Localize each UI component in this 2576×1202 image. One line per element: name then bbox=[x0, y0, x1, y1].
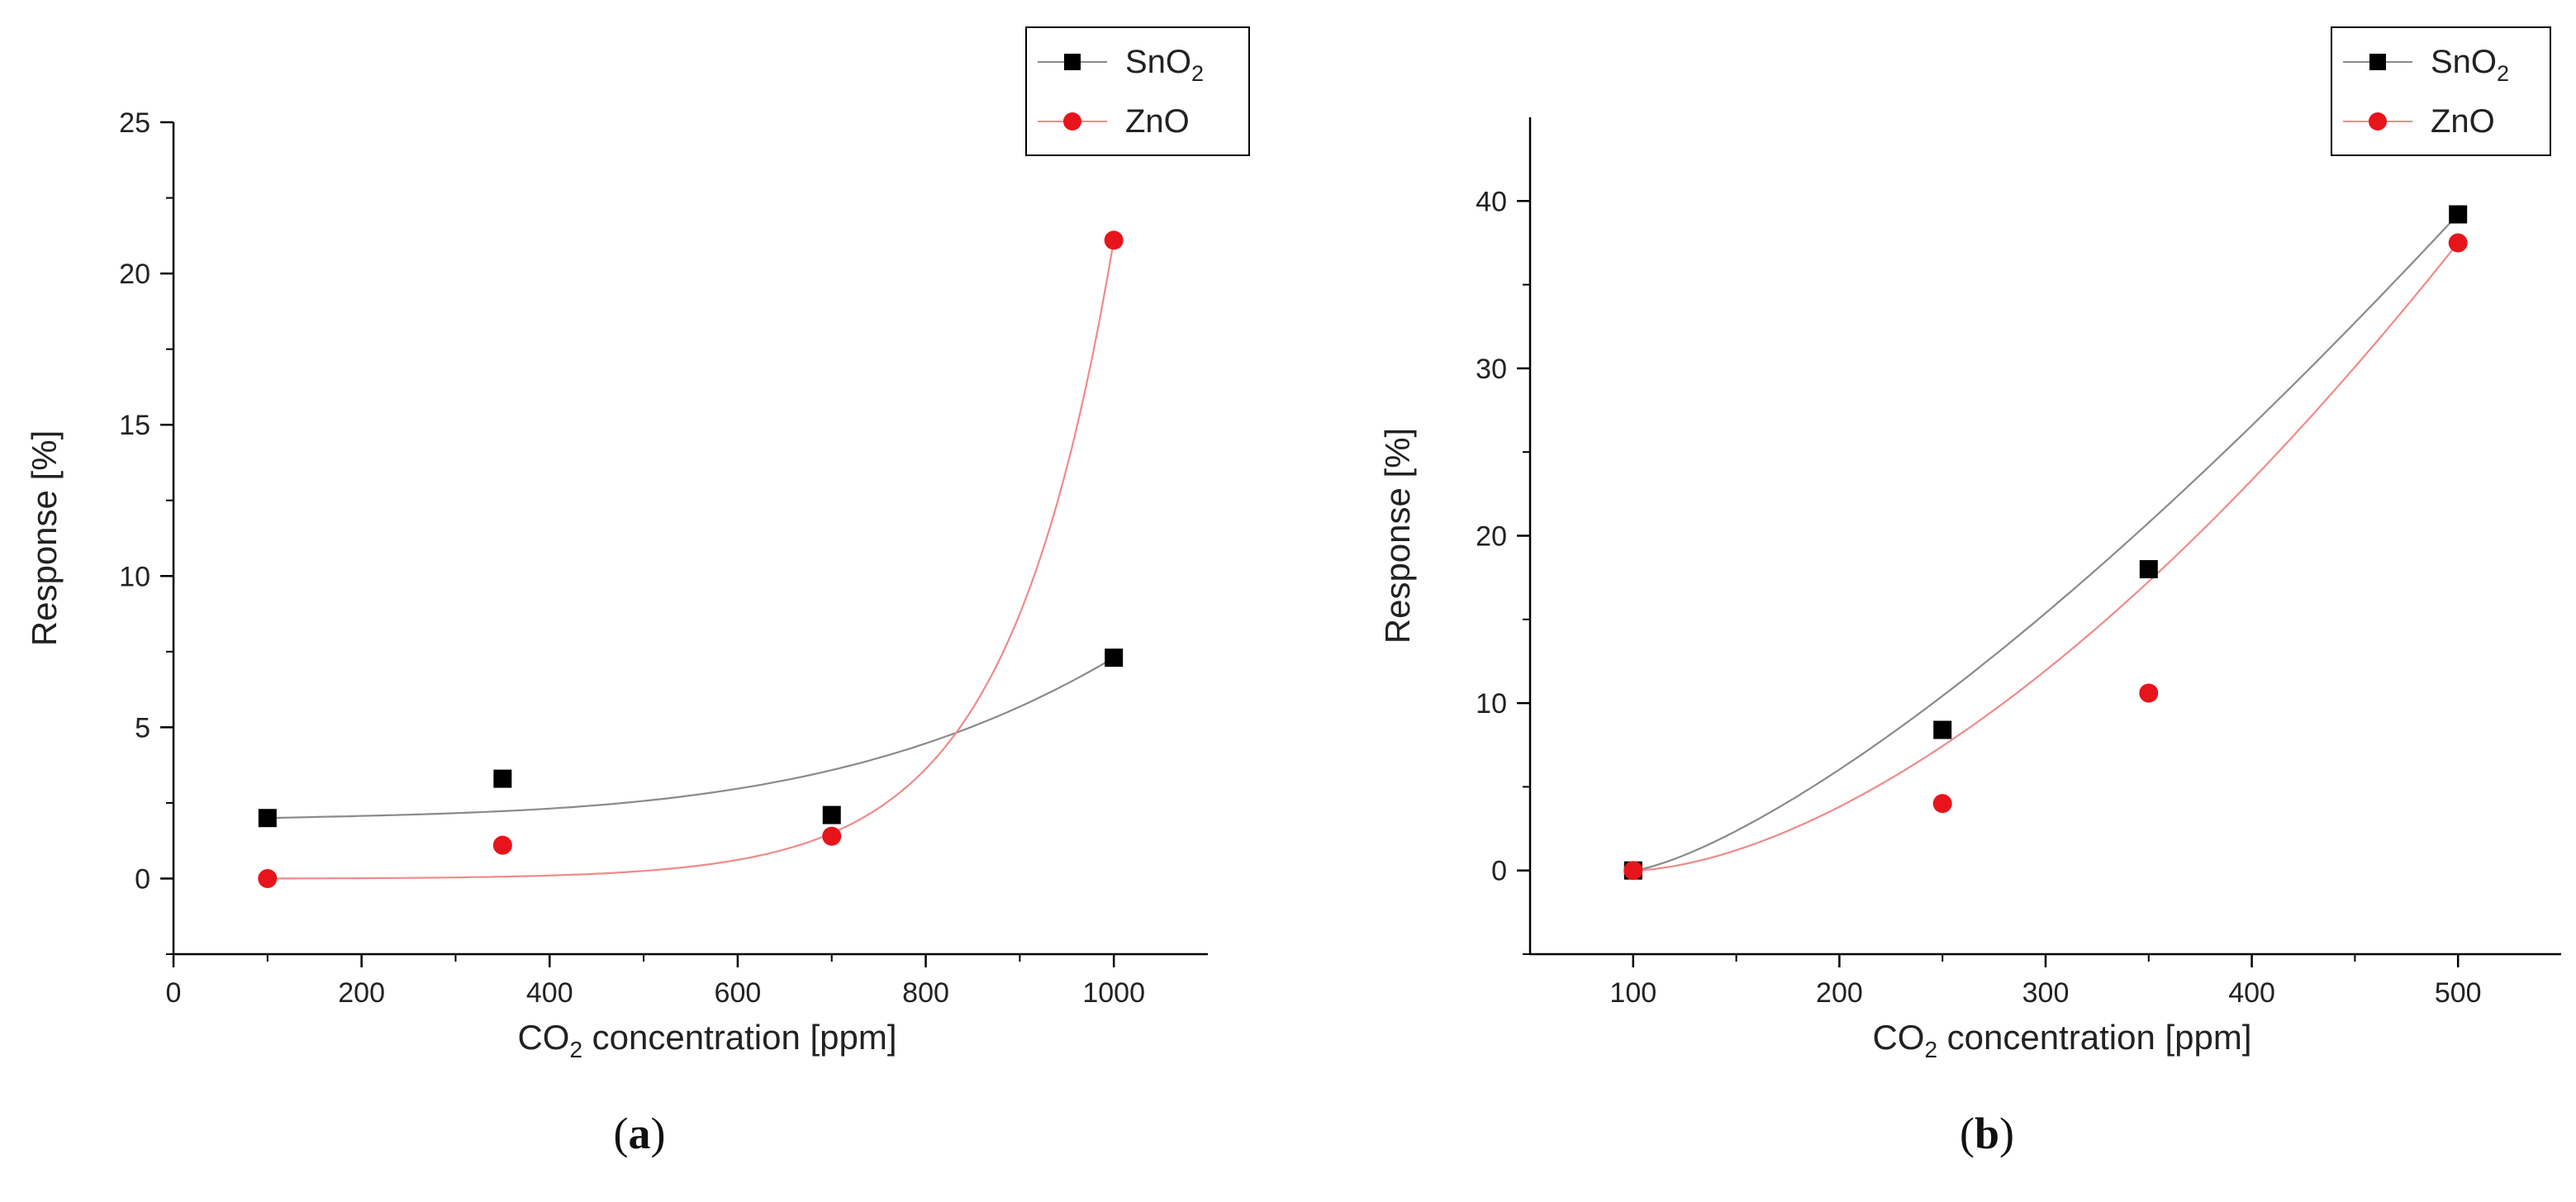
legend: SnO2 ZnO bbox=[2331, 26, 2551, 156]
y-axis-label: Response [%] bbox=[25, 430, 64, 646]
fit-curve-sno2 bbox=[1633, 213, 2460, 872]
y-axis-label: Response [%] bbox=[1378, 428, 1417, 644]
x-axis-label: CO2 concentration [ppm] bbox=[1872, 1018, 2251, 1062]
data-point-sno2 bbox=[493, 769, 512, 788]
legend-marker-sno2 bbox=[2369, 54, 2386, 70]
data-point-zno bbox=[2448, 233, 2468, 253]
y-tick-label: 15 bbox=[119, 410, 150, 441]
panel-caption: (b) bbox=[1960, 1109, 2014, 1158]
fit-curve-zno bbox=[1633, 242, 2460, 872]
y-tick-label: 5 bbox=[135, 712, 150, 744]
x-tick-label: 0 bbox=[166, 977, 182, 1009]
chart-panel-a: 0 5 10 15 20 25 0 200 400 600 800 1000 Response [%] C… bbox=[25, 26, 1250, 1158]
x-tick-label: 500 bbox=[2435, 977, 2482, 1009]
data-point-sno2 bbox=[2139, 560, 2158, 579]
chart-panel-b: 0 10 20 30 40 100 200 300 400 500 Response [%] CO2 … bbox=[1378, 26, 2561, 1158]
y-tick-label: 0 bbox=[1491, 856, 1507, 887]
y-tick-label: 10 bbox=[1476, 688, 1507, 720]
fit-curve-zno bbox=[267, 240, 1115, 880]
x-tick-label: 1000 bbox=[1082, 977, 1145, 1009]
data-point-zno bbox=[492, 835, 512, 855]
legend-box bbox=[1025, 26, 1250, 156]
legend-marker-sno2 bbox=[1064, 54, 1081, 70]
data-point-sno2 bbox=[258, 809, 277, 828]
x-axis-label: CO2 concentration [ppm] bbox=[517, 1018, 896, 1062]
data-point-sno2 bbox=[822, 805, 841, 824]
legend-box bbox=[2331, 26, 2551, 156]
x-tick-label: 600 bbox=[715, 977, 762, 1009]
data-point-zno bbox=[822, 826, 842, 846]
legend-label-zno: ZnO bbox=[1125, 103, 1190, 140]
y-tick-label: 25 bbox=[119, 107, 150, 139]
data-point-sno2 bbox=[1933, 720, 1952, 739]
legend: SnO2 ZnO bbox=[1025, 26, 1250, 156]
data-point-zno bbox=[258, 868, 278, 888]
x-tick-label: 400 bbox=[2228, 977, 2275, 1009]
data-point-sno2 bbox=[1105, 649, 1124, 668]
legend-label-sno2: SnO2 bbox=[2431, 44, 2509, 86]
x-tick-label: 300 bbox=[2022, 977, 2070, 1009]
legend-marker-zno bbox=[2369, 112, 2387, 131]
y-tick-label: 20 bbox=[1476, 521, 1507, 553]
x-tick-label: 100 bbox=[1609, 977, 1656, 1009]
data-point-sno2 bbox=[2449, 205, 2468, 224]
y-tick-label: 40 bbox=[1476, 186, 1507, 217]
data-point-zno bbox=[1932, 794, 1952, 814]
y-tick-label: 0 bbox=[135, 863, 150, 895]
data-point-zno bbox=[1104, 230, 1124, 250]
fit-curve-sno2 bbox=[267, 657, 1115, 820]
x-tick-label: 800 bbox=[902, 977, 949, 1009]
x-tick-label: 200 bbox=[1816, 977, 1863, 1009]
data-point-zno bbox=[1623, 861, 1643, 881]
legend-marker-zno bbox=[1063, 112, 1081, 131]
y-tick-label: 20 bbox=[119, 259, 150, 290]
x-tick-label: 400 bbox=[526, 977, 573, 1009]
x-tick-label: 200 bbox=[338, 977, 385, 1009]
y-tick-label: 30 bbox=[1476, 354, 1507, 385]
panel-caption: (a) bbox=[614, 1109, 666, 1158]
y-tick-label: 10 bbox=[119, 561, 150, 592]
legend-label-zno: ZnO bbox=[2431, 103, 2495, 140]
data-point-zno bbox=[2139, 683, 2159, 703]
legend-label-sno2: SnO2 bbox=[1125, 44, 1204, 86]
